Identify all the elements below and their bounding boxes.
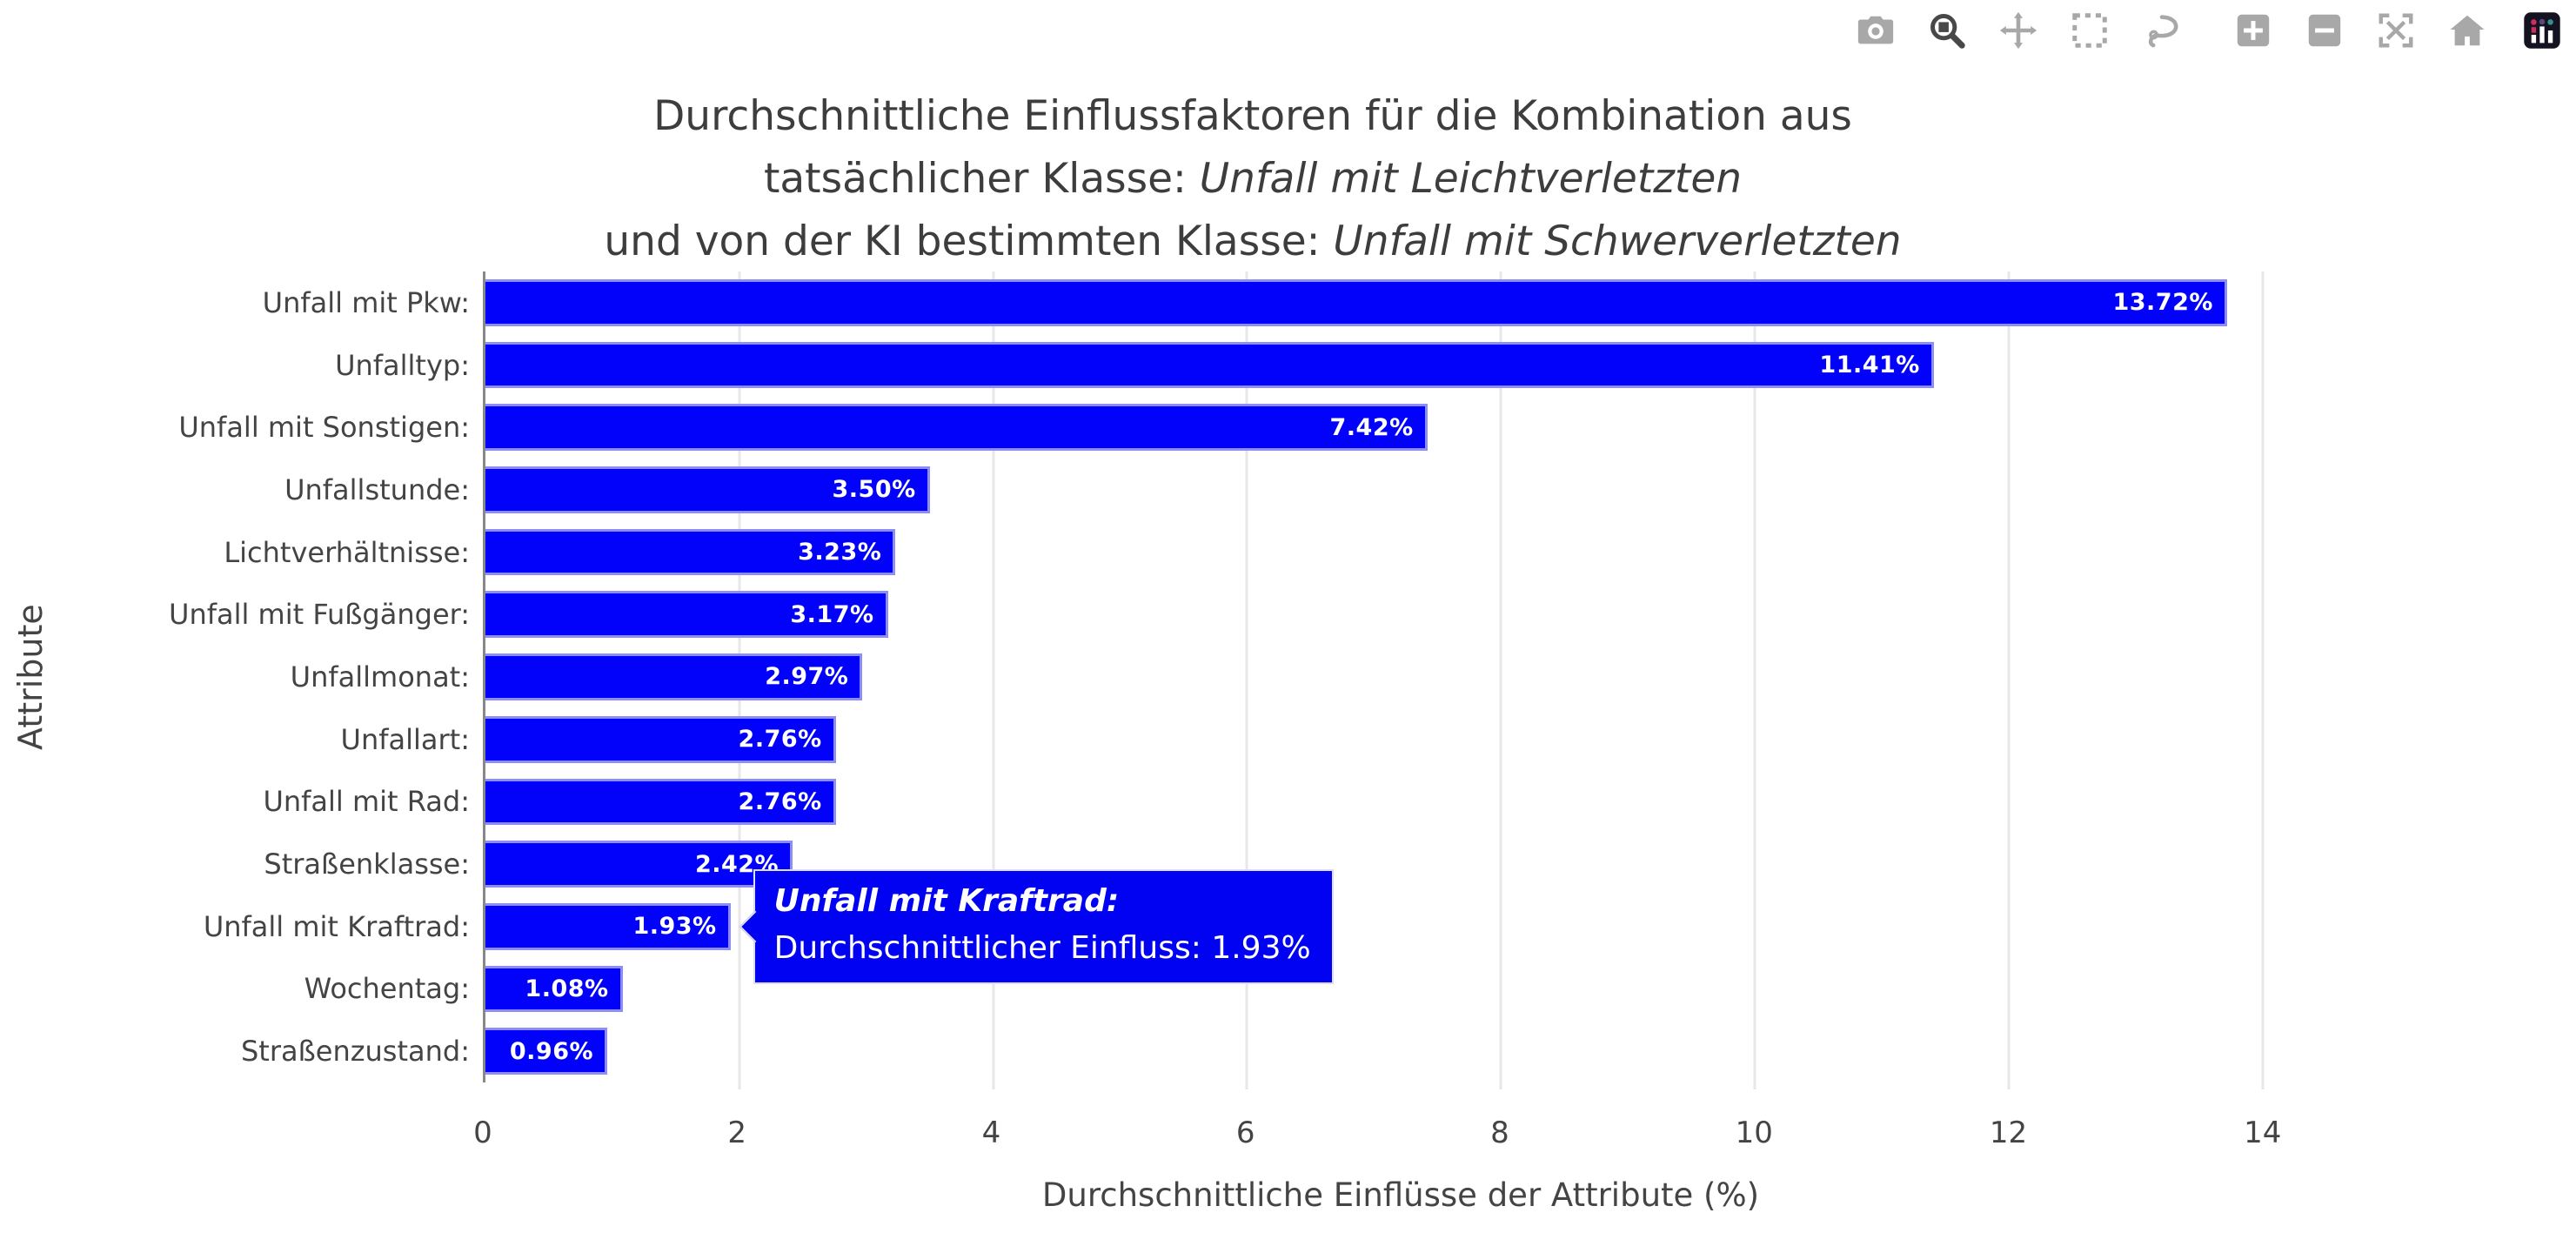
y-tick-label: Lichtverhältnisse: [224,535,470,569]
bar-value-label: 7.42% [1329,413,1414,441]
home-icon[interactable] [2447,10,2487,50]
bar[interactable]: 2.76% [485,715,836,763]
x-tick-label: 8 [1490,1116,1509,1150]
bar-value-label: 13.72% [2112,289,2213,317]
y-tick-label: Unfall mit Fußgänger: [169,598,470,632]
gridline [992,271,995,1089]
zoom-in-icon[interactable] [2233,10,2273,50]
bar-value-label: 3.23% [798,539,882,566]
bar[interactable]: 7.42% [485,404,1428,452]
chart-title: Durchschnittliche Einflussfaktoren für d… [0,85,2506,273]
camera-icon[interactable] [1856,10,1896,50]
gridline [2261,271,2265,1089]
bar-value-label: 1.93% [632,913,717,941]
y-tick-label: Wochentag: [304,972,470,1006]
x-axis-title: Durchschnittliche Einflüsse der Attribut… [1041,1176,1760,1214]
x-tick-label: 14 [2244,1116,2282,1150]
tooltip-value: Durchschnittlicher Einfluss: 1.93% [773,929,1311,966]
bar[interactable]: 1.93% [485,902,731,950]
y-tick-label: Unfallmonat: [290,660,470,694]
zoom-icon[interactable] [1927,10,1967,50]
x-tick-label: 12 [1989,1116,2028,1150]
x-tick-label: 10 [1735,1116,1773,1150]
autoscale-icon[interactable] [2376,10,2416,50]
bar-value-label: 2.97% [765,663,849,691]
plotly-logo-icon[interactable] [2522,10,2562,50]
y-tick-label: Straßenklasse: [264,848,470,881]
y-tick-label: Unfall mit Kraftrad: [203,909,470,943]
bar[interactable]: 13.72% [485,278,2227,326]
y-tick-label: Straßenzustand: [240,1035,470,1069]
y-tick-label: Unfalltyp: [335,348,470,382]
x-axis-ticks: 0 2 4 6 8 10 12 14 [473,1116,2318,1154]
x-tick-label: 6 [1235,1116,1255,1150]
zoom-out-icon[interactable] [2305,10,2345,50]
y-tick-label: Unfallstunde: [284,472,470,506]
bar[interactable]: 3.50% [485,466,930,513]
y-tick-label: Unfall mit Rad: [263,785,470,819]
gridline [1245,271,1248,1089]
gridline [1753,271,1756,1089]
box-select-icon[interactable] [2070,10,2110,50]
y-tick-label: Unfallart: [340,722,470,756]
bar[interactable]: 2.76% [485,778,836,826]
chart-title-line3: und von der KI bestimmten Klasse: Unfall… [604,218,1902,265]
x-tick-label: 2 [727,1116,747,1150]
lasso-select-icon[interactable] [2141,10,2181,50]
bar-value-label: 11.41% [1819,352,1920,379]
chart-title-line2: tatsächlicher Klasse: Unfall mit Leichtv… [763,155,1743,203]
x-tick-label: 4 [981,1116,1001,1150]
tooltip-category: Unfall mit Kraftrad: [773,882,1120,919]
y-tick-label: Unfall mit Sonstigen: [178,411,470,445]
bar[interactable]: 3.17% [485,591,888,639]
bar[interactable]: 2.42% [485,841,793,888]
y-axis-labels: Unfall mit Pkw: Unfalltyp: Unfall mit Sons… [0,271,470,1082]
plot-area[interactable]: Unfall mit Kraftrad: Durchschnittlicher … [483,271,2318,1089]
bar-value-label: 1.08% [525,975,609,1002]
bar[interactable]: 0.96% [485,1028,608,1075]
modebar [1856,10,2562,50]
gridline [1499,271,1502,1089]
hover-tooltip: Unfall mit Kraftrad: Durchschnittlicher … [753,868,1334,984]
y-tick-label: Unfall mit Pkw: [262,285,470,319]
bar-value-label: 0.96% [509,1037,594,1065]
pan-icon[interactable] [1998,10,2038,50]
bar[interactable]: 2.97% [485,653,863,700]
bar[interactable]: 11.41% [485,341,1934,389]
chart-title-line1: Durchschnittliche Einflussfaktoren für d… [653,92,1852,140]
bar[interactable]: 1.08% [485,965,623,1013]
bar-value-label: 3.50% [832,476,916,504]
gridline [2007,271,2011,1089]
bar-value-label: 2.76% [738,726,822,754]
x-tick-label: 0 [473,1116,492,1150]
bar[interactable]: 3.23% [485,528,896,576]
bar-value-label: 2.76% [738,787,822,815]
bar-value-label: 3.17% [790,600,874,628]
